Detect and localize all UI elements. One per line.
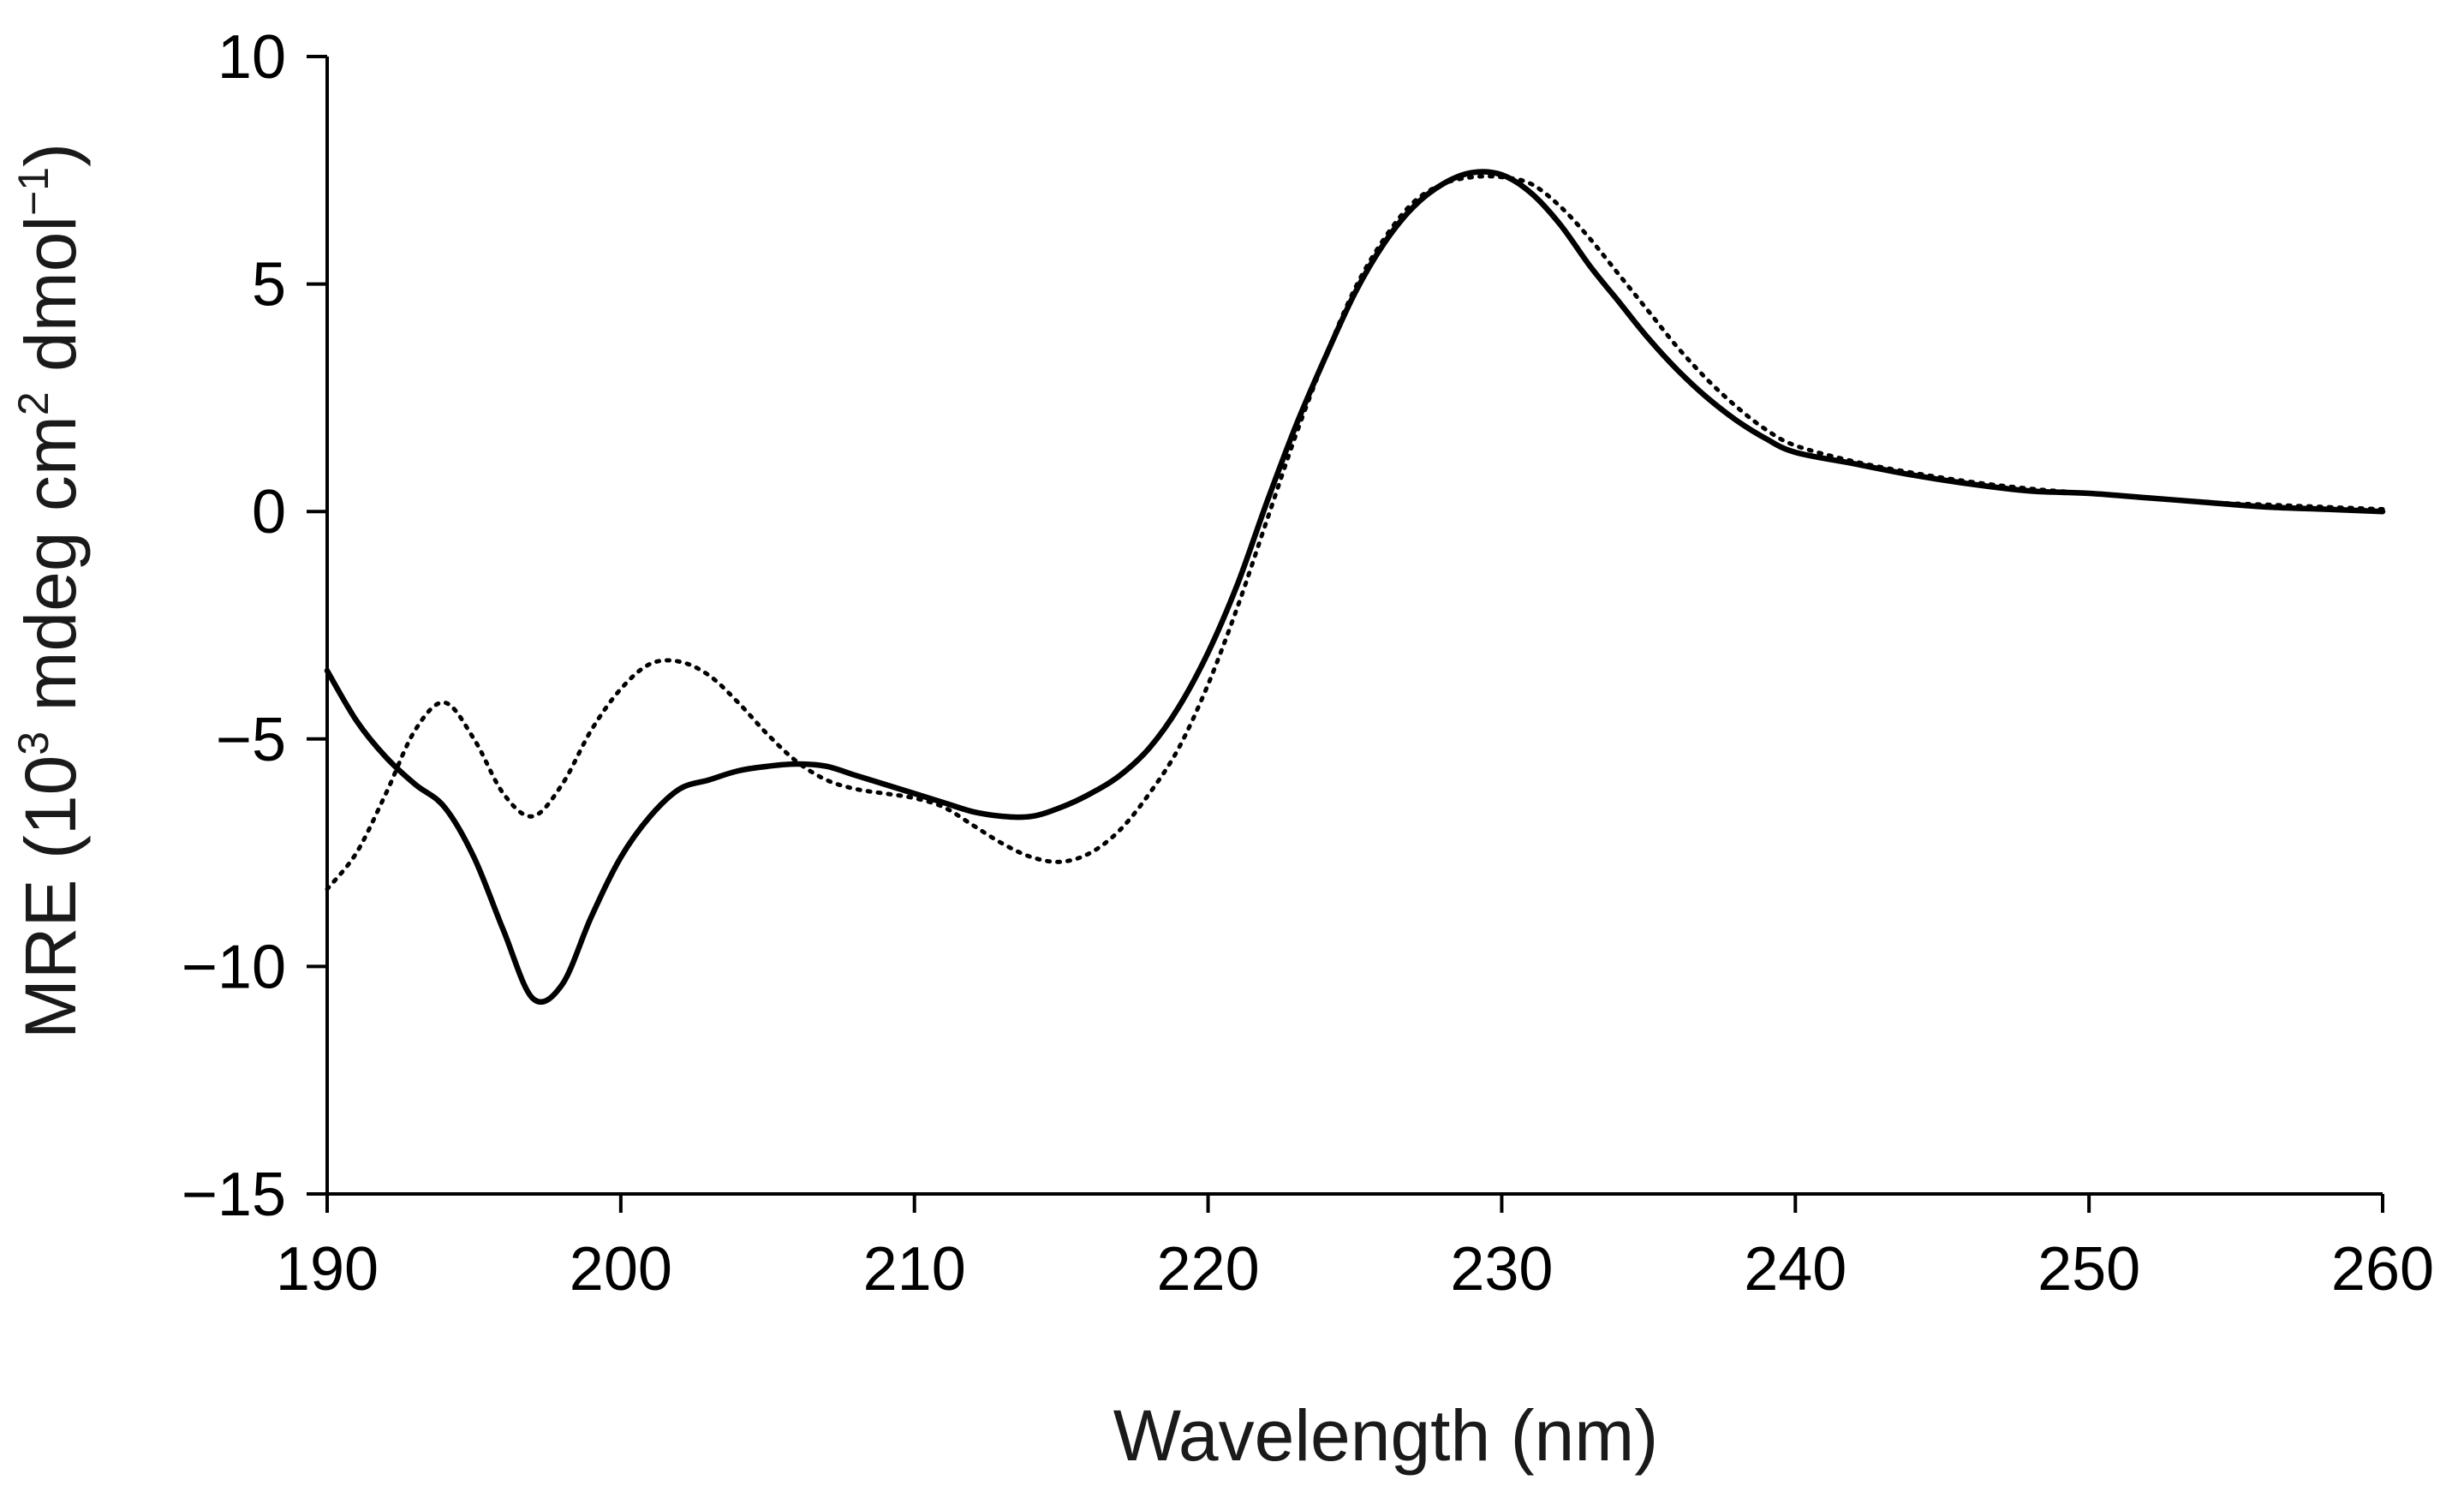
y-axis-title-middle2: dmol [10,216,91,391]
y-axis-title-middle: mdeg cm [10,415,91,731]
series-group [324,169,2386,1006]
y-tick-label: 0 [252,478,286,546]
axes [325,57,2383,1196]
y-tick-label: −15 [182,1161,286,1229]
x-tick-label: 210 [863,1235,966,1304]
series-line-solid [324,169,2386,1006]
y-tick-label: −10 [182,933,286,1001]
x-ticks: 190 200 210 220 230 240 250 260 [276,1194,2434,1304]
x-tick-label: 220 [1157,1235,1260,1304]
x-axis-title: Wavelength (nm) [1113,1395,1658,1476]
y-tick-label: 5 [252,251,286,319]
x-tick-label: 250 [2037,1235,2140,1304]
y-axis-title-suffix: ) [10,143,91,167]
series-line-dotted [325,174,2385,892]
y-axis-title-exp1: 3 [9,731,57,755]
x-tick-label: 240 [1744,1235,1847,1304]
y-axis-title-exp3: −1 [9,167,57,216]
y-axis-title-prefix: MRE (10 [10,755,91,1039]
y-axis-title: MRE (103 mdeg cm2 dmol−1) [9,143,91,1039]
y-axis-title-exp2: 2 [9,391,57,415]
y-tick-label: −5 [216,706,286,774]
y-ticks: −15 −10 −5 0 5 10 [182,23,327,1229]
y-tick-label: 10 [218,23,286,92]
x-tick-label: 190 [276,1235,379,1304]
x-tick-label: 230 [1450,1235,1553,1304]
x-tick-label: 260 [2331,1235,2434,1304]
x-tick-label: 200 [570,1235,672,1304]
